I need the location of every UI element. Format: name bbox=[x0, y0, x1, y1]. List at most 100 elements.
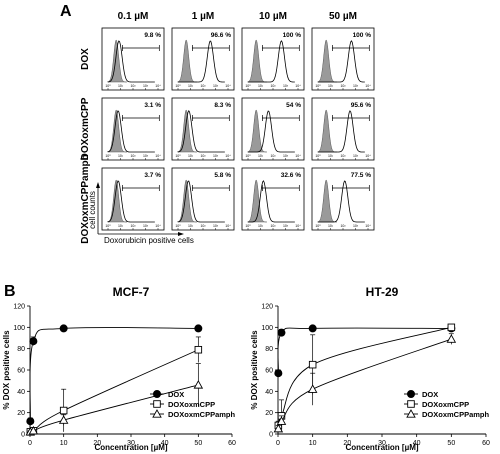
x-tick-label: 10³ bbox=[143, 224, 149, 228]
x-tick-label: 10⁴ bbox=[365, 154, 371, 158]
x-axis-arrowhead bbox=[178, 232, 184, 236]
x-tick-label: 10¹ bbox=[118, 154, 124, 158]
treated-histogram bbox=[177, 180, 225, 223]
y-tick-label: 60 bbox=[265, 368, 273, 375]
line-chart: MCF-7 0 20 40 60 80 100 120 0 10 20 30 40 50 60 Concent… bbox=[2, 285, 236, 452]
legend-label: DOXoxmCPPamph bbox=[422, 410, 490, 419]
x-tick-label: 10⁰ bbox=[105, 224, 111, 228]
y-axis-label: cell counts bbox=[88, 191, 97, 229]
treated-histogram bbox=[247, 110, 295, 153]
y-tick-label: 20 bbox=[17, 410, 25, 417]
series-0 bbox=[26, 324, 203, 428]
chart-title: HT-29 bbox=[366, 285, 399, 299]
y-tick-label: 20 bbox=[265, 410, 273, 417]
x-tick-label: 10¹ bbox=[118, 84, 124, 88]
x-axis-title: Concentration [µM] bbox=[94, 443, 167, 452]
y-tick-label: 40 bbox=[265, 389, 273, 396]
treated-histogram bbox=[107, 40, 155, 83]
x-tick-label: 10¹ bbox=[328, 84, 334, 88]
histogram-cell: 100 % 10⁰ 10¹ 10² 10³ 10⁴ bbox=[241, 27, 305, 91]
x-tick-label: 10³ bbox=[353, 224, 359, 228]
data-point bbox=[28, 425, 39, 435]
series-2 bbox=[273, 333, 457, 433]
x-tick-label: 10⁴ bbox=[225, 84, 231, 88]
x-tick-label: 60 bbox=[228, 440, 236, 447]
x-tick-label: 10⁰ bbox=[315, 84, 321, 88]
y-tick-label: 120 bbox=[261, 304, 273, 311]
data-point bbox=[194, 324, 203, 333]
percentage-label: 32.6 % bbox=[281, 172, 301, 179]
data-point bbox=[446, 334, 457, 343]
data-point bbox=[307, 384, 318, 393]
x-tick-label: 10³ bbox=[213, 224, 219, 228]
x-tick-label: 10² bbox=[200, 84, 206, 88]
x-tick-label: 10⁰ bbox=[175, 224, 181, 228]
x-tick-label: 20 bbox=[343, 440, 351, 447]
y-axis-title: % DOX positive cells bbox=[250, 330, 259, 410]
x-tick-label: 10¹ bbox=[258, 154, 264, 158]
x-tick-label: 10³ bbox=[353, 84, 359, 88]
x-tick-label: 10¹ bbox=[188, 224, 194, 228]
percentage-label: 9.8 % bbox=[144, 32, 161, 39]
data-point bbox=[277, 328, 286, 337]
x-tick-label: 10 bbox=[60, 440, 68, 447]
x-tick-label: 10² bbox=[270, 224, 276, 228]
x-tick-label: 10² bbox=[270, 84, 276, 88]
x-tick-label: 10⁰ bbox=[245, 224, 251, 228]
data-point bbox=[194, 345, 203, 354]
series-2 bbox=[25, 363, 204, 436]
legend-label: DOXoxmCPPamph bbox=[168, 410, 236, 419]
percentage-label: 8.3 % bbox=[214, 102, 231, 109]
x-tick-label: 10⁴ bbox=[295, 224, 301, 228]
x-tick-label: 10⁰ bbox=[315, 154, 321, 158]
x-tick-label: 60 bbox=[482, 440, 490, 447]
x-tick-label: 10⁰ bbox=[105, 154, 111, 158]
legend-label: DOXoxmCPP bbox=[422, 400, 469, 409]
x-tick-label: 10² bbox=[130, 224, 136, 228]
panel-label-a: A bbox=[60, 3, 72, 20]
data-point bbox=[153, 400, 161, 408]
histogram-cell: 9.8 % 10⁰ 10¹ 10² 10³ 10⁴ bbox=[101, 27, 165, 91]
data-point bbox=[59, 324, 68, 333]
x-tick-label: 10³ bbox=[353, 154, 359, 158]
x-tick-label: 10² bbox=[200, 154, 206, 158]
x-tick-label: 10⁴ bbox=[155, 224, 161, 228]
x-tick-label: 40 bbox=[161, 440, 169, 447]
data-point bbox=[447, 323, 456, 332]
y-tick-label: 0 bbox=[21, 432, 25, 439]
x-tick-label: 10⁴ bbox=[155, 84, 161, 88]
histogram-cell: 3.7 % 10⁰ 10¹ 10² 10³ 10⁴ bbox=[101, 167, 165, 231]
x-axis-label: Doxorubicin positive cells bbox=[104, 236, 194, 245]
y-axis-title: % DOX positive cells bbox=[2, 330, 11, 410]
data-point bbox=[407, 390, 415, 398]
concentration-label: 0.1 µM bbox=[118, 11, 149, 22]
y-tick-label: 100 bbox=[261, 325, 273, 332]
y-tick-label: 120 bbox=[13, 304, 25, 311]
control-histogram bbox=[247, 109, 267, 153]
x-tick-label: 10⁴ bbox=[295, 84, 301, 88]
y-tick-label: 80 bbox=[17, 346, 25, 353]
data-point bbox=[152, 409, 162, 418]
x-tick-label: 10³ bbox=[283, 224, 289, 228]
x-tick-label: 10⁰ bbox=[175, 84, 181, 88]
x-tick-label: 0 bbox=[28, 440, 32, 447]
percentage-label: 3.1 % bbox=[144, 102, 161, 109]
panel-label-b: B bbox=[4, 283, 16, 300]
data-point bbox=[58, 415, 69, 424]
x-axis-title: Concentration [µM] bbox=[345, 443, 418, 452]
row-label: DOX bbox=[80, 48, 91, 70]
treated-histogram bbox=[247, 180, 295, 223]
x-tick-label: 10² bbox=[340, 154, 346, 158]
x-tick-label: 10⁰ bbox=[315, 224, 321, 228]
legend-label: DOX bbox=[422, 390, 438, 399]
percentage-label: 77.5 % bbox=[351, 172, 371, 179]
x-tick-label: 10⁰ bbox=[245, 84, 251, 88]
percentage-label: 100 % bbox=[353, 32, 372, 39]
x-tick-label: 10¹ bbox=[258, 224, 264, 228]
histogram-frame bbox=[311, 167, 375, 231]
x-tick-label: 10² bbox=[340, 84, 346, 88]
x-tick-label: 10⁴ bbox=[365, 84, 371, 88]
x-tick-label: 10³ bbox=[143, 84, 149, 88]
data-point bbox=[308, 324, 317, 333]
data-point bbox=[273, 423, 284, 433]
